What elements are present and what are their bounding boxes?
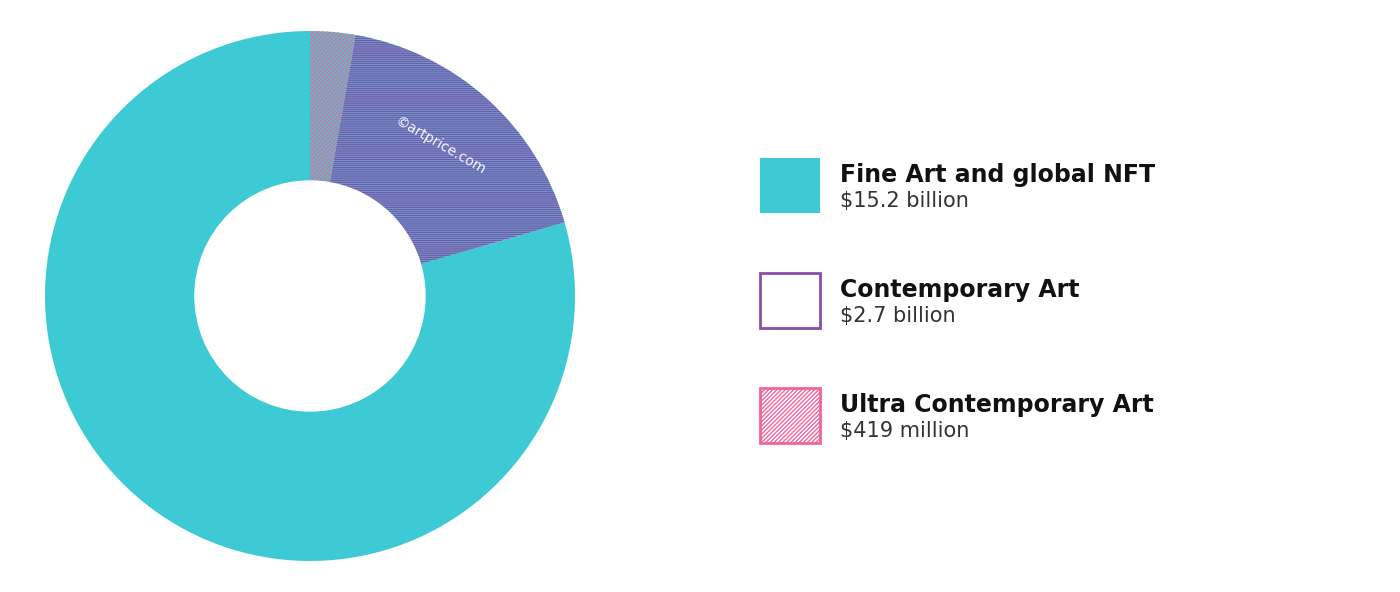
Circle shape bbox=[195, 181, 426, 411]
Bar bbox=[760, 272, 820, 327]
Text: Contemporary Art: Contemporary Art bbox=[840, 278, 1079, 302]
Text: $2.7 billion: $2.7 billion bbox=[840, 306, 956, 326]
Bar bbox=[760, 272, 820, 327]
Bar bbox=[760, 388, 820, 442]
Wedge shape bbox=[45, 31, 575, 561]
Bar bbox=[760, 157, 820, 213]
Wedge shape bbox=[330, 35, 564, 264]
Text: ©artprice.com: ©artprice.com bbox=[392, 114, 487, 178]
Text: $419 million: $419 million bbox=[840, 421, 969, 441]
Bar bbox=[760, 388, 820, 442]
Text: $15.2 billion: $15.2 billion bbox=[840, 191, 969, 211]
Text: Fine Art and global NFT: Fine Art and global NFT bbox=[840, 163, 1155, 187]
Wedge shape bbox=[309, 31, 356, 183]
Text: Ultra Contemporary Art: Ultra Contemporary Art bbox=[840, 393, 1154, 417]
